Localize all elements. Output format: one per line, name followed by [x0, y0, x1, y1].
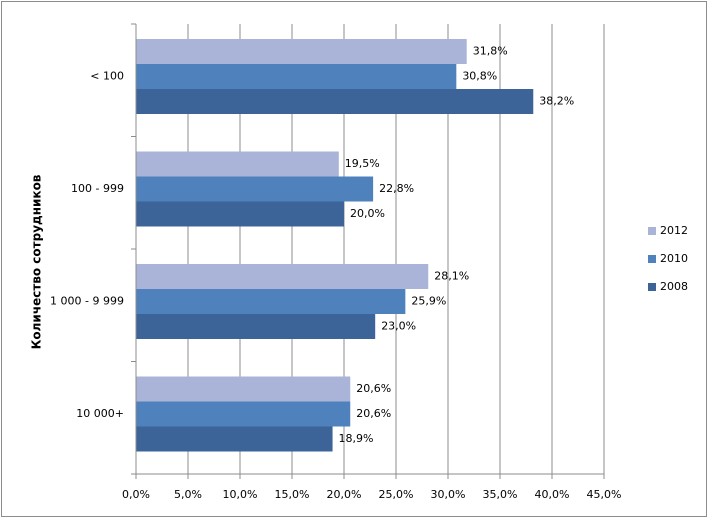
x-tick-label: 10,0%	[223, 488, 258, 501]
y-axis-title: Количество сотрудников	[30, 174, 44, 349]
data-label: 18,9%	[339, 432, 374, 445]
bar-2008	[136, 426, 333, 452]
data-label: 38,2%	[539, 95, 574, 108]
data-label: 30,8%	[462, 70, 497, 83]
bar-2010	[136, 176, 374, 202]
legend-swatch-2008	[648, 283, 656, 291]
bar-2010	[136, 401, 351, 427]
category-label: 100 - 999	[71, 182, 124, 195]
bar-2010	[136, 289, 406, 314]
data-label: 20,0%	[350, 207, 385, 220]
legend-label: 2010	[660, 252, 688, 265]
bar-2008	[136, 89, 534, 114]
x-tick-label: 0,0%	[122, 488, 150, 501]
category-label: 1 000 - 9 999	[50, 295, 124, 308]
data-label: 28,1%	[434, 270, 469, 283]
bar-2012	[136, 376, 351, 402]
x-tick-label: 25,0%	[379, 488, 414, 501]
axes-group	[131, 23, 605, 479]
data-label: 20,6%	[356, 407, 391, 420]
data-label: 25,9%	[411, 295, 446, 308]
data-label: 23,0%	[381, 320, 416, 333]
bars-group	[136, 39, 534, 452]
bar-2012	[136, 264, 429, 289]
legend-swatch-2010	[648, 255, 656, 263]
x-tick-label: 40,0%	[535, 488, 570, 501]
category-labels: < 100 100 - 999 1 000 - 9 999 10 000+	[50, 70, 124, 421]
x-tick-label: 15,0%	[275, 488, 310, 501]
legend: 2012 2010 2008	[648, 224, 688, 293]
bar-2010	[136, 64, 457, 89]
data-label: 19,5%	[345, 157, 380, 170]
legend-swatch-2012	[648, 227, 656, 235]
data-label: 20,6%	[356, 382, 391, 395]
x-tick-label: 5,0%	[174, 488, 202, 501]
x-tick-label: 20,0%	[327, 488, 362, 501]
bar-2012	[136, 151, 339, 177]
x-tick-labels: 0,0% 5,0% 10,0% 15,0% 20,0% 25,0% 30,0% 35,0% 40…	[122, 488, 621, 501]
bar-2012	[136, 39, 467, 64]
data-label: 31,8%	[473, 45, 508, 58]
bar-2008	[136, 201, 344, 227]
legend-label: 2012	[660, 224, 688, 237]
data-label: 22,8%	[379, 182, 414, 195]
category-label: < 100	[90, 70, 124, 83]
bar-2008	[136, 314, 376, 339]
legend-label: 2008	[660, 280, 688, 293]
x-tick-label: 45,0%	[587, 488, 622, 501]
category-label: 10 000+	[76, 407, 124, 420]
x-tick-label: 35,0%	[483, 488, 518, 501]
value-labels-group: 31,8% 30,8% 38,2% 19,5% 22,8% 20,0% 28,1% 25,9%…	[339, 45, 575, 446]
x-tick-label: 30,0%	[431, 488, 466, 501]
